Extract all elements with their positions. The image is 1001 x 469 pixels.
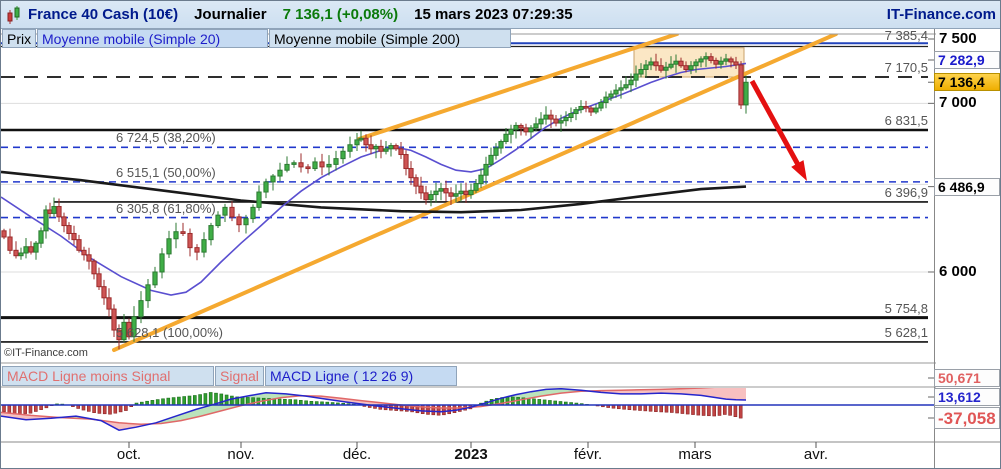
brand-logo-text: IT-Finance.com bbox=[886, 6, 996, 23]
tab-ma20[interactable]: Moyenne mobile (Simple 20) bbox=[37, 29, 268, 48]
level-label: 5 754,8 bbox=[884, 300, 928, 316]
timeframe-label: Journalier bbox=[194, 6, 267, 23]
tab-macd-line[interactable]: MACD Ligne ( 12 26 9) bbox=[265, 366, 457, 386]
level-label: 5 628,1 bbox=[884, 324, 928, 340]
time-axis[interactable]: oct. nov. déc. 2023 févr. mars avr. bbox=[1, 442, 1000, 468]
price-axis[interactable]: 7 500 7 000 6 000 7 282,9 7 136,4 6 486,9 50,6… bbox=[934, 29, 1000, 442]
candlestick-logo-icon bbox=[7, 5, 20, 24]
last-quote: 7 136,1 (+0,08%) bbox=[282, 6, 399, 23]
watermark: ©IT-Finance.com bbox=[4, 347, 88, 359]
time-axis-label: mars bbox=[678, 446, 712, 463]
time-axis-label: déc. bbox=[342, 446, 372, 463]
level-label: 7 385,4 bbox=[884, 28, 928, 43]
instrument-name: France 40 Cash (10€) bbox=[28, 6, 179, 23]
time-axis-label: avr. bbox=[803, 446, 829, 463]
quote-datetime: 15 mars 2023 07:29:35 bbox=[414, 6, 573, 23]
level-label: 7 170,5 bbox=[884, 60, 928, 76]
axis-price-label: 7 000 bbox=[939, 94, 977, 112]
fib-level-label: 6 305,8 (61,80%) bbox=[116, 200, 216, 216]
fib-level-label: 6 724,5 (38,20%) bbox=[116, 130, 216, 146]
level-label: 6 831,5 bbox=[884, 113, 928, 128]
tab-macd-histogram[interactable]: MACD Ligne moins Signal bbox=[2, 366, 214, 386]
price-badge-last: 7 136,4 bbox=[934, 73, 1000, 92]
axis-price-label: 7 500 bbox=[939, 30, 977, 47]
title-bar: France 40 Cash (10€) Journalier 7 136,1 … bbox=[1, 1, 1000, 29]
time-axis-label: oct. bbox=[116, 446, 142, 463]
time-axis-label: févr. bbox=[573, 446, 603, 463]
fib-level-label: 5 628,1 (100,00%) bbox=[116, 324, 223, 340]
tab-prix[interactable]: Prix bbox=[2, 29, 36, 48]
price-badge-ma200: 6 486,9 bbox=[934, 177, 1000, 196]
time-axis-label: nov. bbox=[227, 446, 255, 463]
tab-ma200[interactable]: Moyenne mobile (Simple 200) bbox=[269, 29, 511, 48]
axis-price-label: 6 000 bbox=[939, 262, 977, 280]
macd-badge: 50,671 bbox=[934, 369, 1000, 387]
macd-badge: 13,612 bbox=[934, 388, 1000, 406]
price-badge-ma20: 7 282,9 bbox=[934, 51, 1000, 69]
tab-macd-signal[interactable]: Signal bbox=[215, 366, 264, 386]
macd-badge: -37,058 bbox=[934, 407, 1000, 429]
level-label: 6 396,9 bbox=[884, 184, 928, 200]
time-axis-label: 2023 bbox=[454, 446, 488, 463]
fib-level-label: 6 515,1 (50,00%) bbox=[116, 164, 216, 180]
